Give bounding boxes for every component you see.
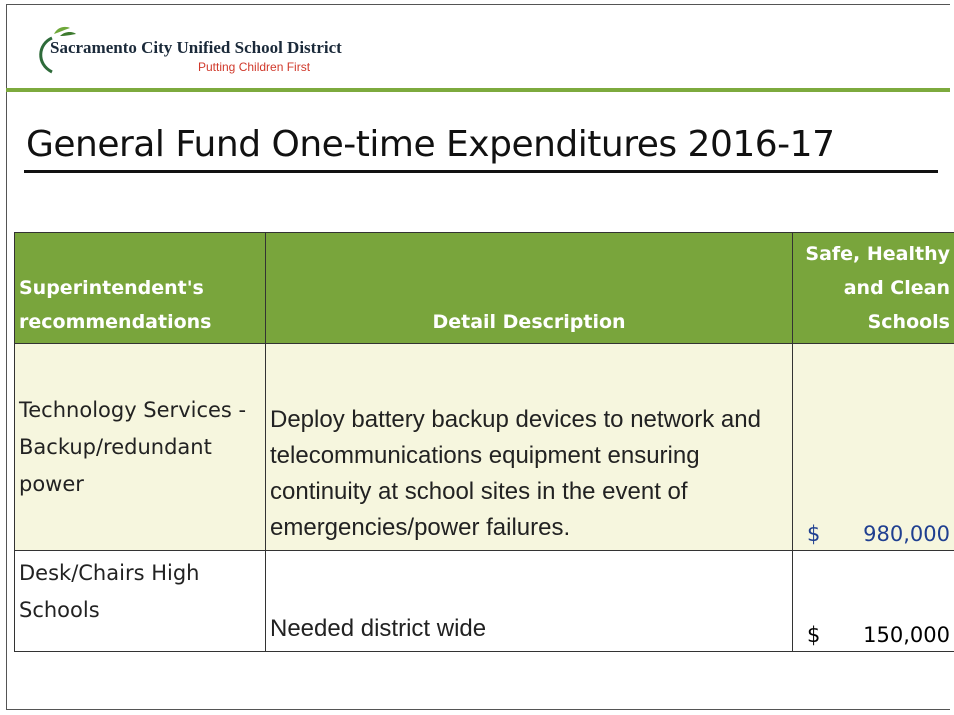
column-header: Safe, Healthy and Clean Schools bbox=[792, 232, 954, 344]
column-header: Superintendent's recommendations bbox=[14, 232, 266, 344]
title-underline bbox=[24, 170, 938, 173]
currency-symbol: $ bbox=[807, 623, 821, 647]
slide-title: General Fund One-time Expenditures 2016-… bbox=[26, 124, 835, 165]
table-row: Technology Services - Backup/redundant p… bbox=[14, 343, 954, 551]
org-name: Sacramento City Unified School District bbox=[50, 38, 342, 57]
column-header: Detail Description bbox=[265, 232, 793, 344]
table-row: Desk/Chairs High Schools Needed district … bbox=[14, 550, 954, 652]
amount-cell: $980,000 bbox=[792, 343, 954, 551]
expenditure-table: Superintendent's recommendations Detail D… bbox=[14, 232, 954, 652]
currency-symbol: $ bbox=[807, 522, 821, 546]
header-rule bbox=[6, 88, 950, 92]
logo bbox=[39, 26, 76, 74]
amount: $980,000 bbox=[797, 522, 950, 546]
header-row: Superintendent's recommendations Detail D… bbox=[14, 232, 954, 344]
slide bbox=[6, 4, 950, 710]
description-cell: Deploy battery backup devices to network… bbox=[265, 343, 793, 551]
description-cell: Needed district wide bbox=[265, 550, 793, 652]
amount-cell: $150,000 bbox=[792, 550, 954, 652]
tagline: Putting Children First bbox=[198, 60, 311, 74]
amount-value: 980,000 bbox=[863, 522, 950, 546]
item-cell: Technology Services - Backup/redundant p… bbox=[14, 343, 266, 551]
amount-value: 150,000 bbox=[863, 623, 950, 647]
item-cell: Desk/Chairs High Schools bbox=[14, 550, 266, 652]
amount: $150,000 bbox=[797, 623, 950, 647]
